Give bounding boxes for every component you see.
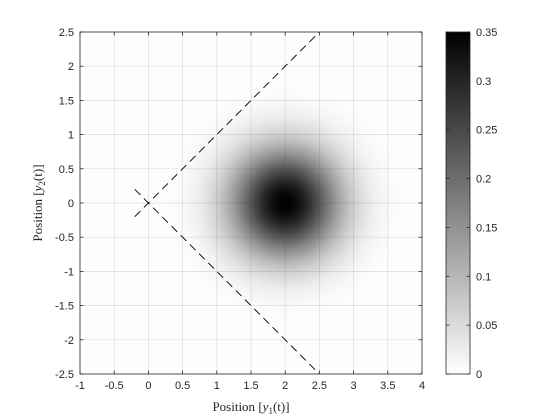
x-tick-label: 3 <box>351 380 357 392</box>
x-tick-label: -0.5 <box>105 380 124 392</box>
y-tick-label: 2.5 <box>59 27 74 39</box>
y-tick-label: 2 <box>68 61 74 73</box>
density-heatmap <box>80 32 422 374</box>
x-tick-label: 0.5 <box>175 380 190 392</box>
colorbar-tick-label: 0.35 <box>476 27 497 39</box>
y-tick-label: 1.5 <box>59 95 74 107</box>
y-tick-label: -2.5 <box>55 369 74 381</box>
x-tick-label: 4 <box>419 380 425 392</box>
cone-line <box>134 189 320 374</box>
y-tick-label: 1 <box>68 130 74 142</box>
colorbar-tick-label: 0.05 <box>476 320 497 332</box>
y-axis-ticks: -2.5 -2 -1.5 -1 -0.5 0 0.5 1 1.5 2 2.5 <box>55 27 422 381</box>
y-tick-label: -1.5 <box>55 301 74 313</box>
colorbar: 0 0.05 0.1 0.15 0.2 0.25 0.3 0.35 <box>445 27 497 381</box>
x-axis-label: Position [y1(t)] <box>212 399 289 416</box>
x-tick-label: 1 <box>214 380 220 392</box>
colorbar-tick-label: 0.1 <box>476 271 491 283</box>
y-tick-label: -0.5 <box>55 232 74 244</box>
x-tick-label: 2.5 <box>312 380 327 392</box>
colorbar-tick-label: 0.2 <box>476 174 491 186</box>
y-tick-label: -2 <box>64 335 74 347</box>
colorbar-ticks: 0 0.05 0.1 0.15 0.2 0.25 0.3 0.35 <box>446 27 497 381</box>
x-tick-label: -1 <box>75 380 85 392</box>
colorbar-tick-label: 0.25 <box>476 125 497 137</box>
y-tick-label: 0.5 <box>59 164 74 176</box>
plot-area: -1 -0.5 0 0.5 1 1.5 2 2.5 3 3.5 4 -2.5 -2 -1.5 -1 -0.5… <box>55 27 425 392</box>
y-tick-label: -1 <box>64 266 74 278</box>
colorbar-gradient <box>445 31 471 375</box>
x-tick-label: 0 <box>145 380 151 392</box>
colorbar-tick-label: 0 <box>476 369 482 381</box>
cone-lines <box>134 32 320 374</box>
y-tick-label: 0 <box>68 198 74 210</box>
y-axis-label: Position [y2(t)] <box>30 164 47 241</box>
colorbar-tick-label: 0.15 <box>476 222 497 234</box>
cone-line <box>134 32 320 217</box>
x-axis-ticks: -1 -0.5 0 0.5 1 1.5 2 2.5 3 3.5 4 <box>75 32 425 392</box>
x-tick-label: 1.5 <box>243 380 258 392</box>
x-tick-label: 3.5 <box>380 380 395 392</box>
colorbar-tick-label: 0.3 <box>476 76 491 88</box>
x-tick-label: 2 <box>282 380 288 392</box>
grid-lines <box>80 32 422 374</box>
